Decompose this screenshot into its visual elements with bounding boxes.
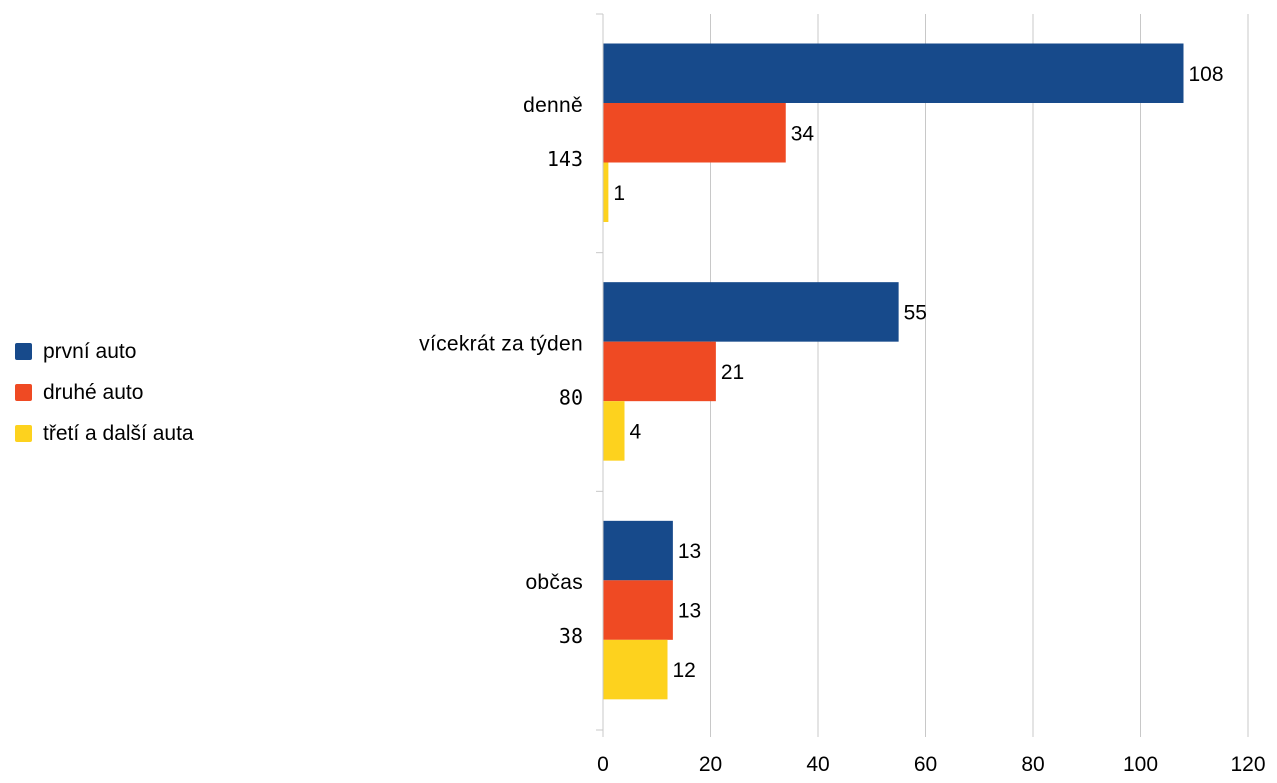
data-label: 34 <box>791 122 815 145</box>
bar <box>603 103 786 163</box>
category-total: 80 <box>559 385 583 409</box>
legend-label: druhé auto <box>43 381 143 404</box>
bar <box>603 43 1184 103</box>
legend-label: třetí a další auta <box>43 422 194 445</box>
legend-swatch <box>15 425 32 442</box>
bar <box>603 282 899 342</box>
category-total: 38 <box>559 624 583 648</box>
data-label: 108 <box>1189 63 1224 86</box>
grid-layer <box>710 14 1249 737</box>
x-tick-label: 100 <box>1123 753 1158 776</box>
data-label: 13 <box>678 540 701 563</box>
legend-swatch <box>15 384 32 401</box>
bar <box>603 341 716 402</box>
bar <box>603 401 625 461</box>
bar <box>603 520 673 581</box>
data-label: 1 <box>613 182 625 205</box>
category-label: občas <box>525 571 583 594</box>
bar <box>603 580 673 640</box>
category-label: denně <box>523 94 583 117</box>
labels: 0 20 40 60 80 100 120 108 34 1 denně 143 55 21 4 vícekr… <box>419 63 1265 776</box>
x-tick-label: 60 <box>914 753 937 776</box>
legend-label: první auto <box>43 340 136 363</box>
legend-swatch <box>15 343 32 360</box>
x-tick-label: 40 <box>806 753 829 776</box>
x-tick-label: 0 <box>597 753 609 776</box>
data-label: 55 <box>904 301 927 324</box>
x-tick-label: 20 <box>699 753 722 776</box>
x-tick-label: 80 <box>1021 753 1044 776</box>
data-label: 12 <box>673 659 696 682</box>
category-total: 143 <box>547 147 583 171</box>
data-label: 4 <box>630 420 642 443</box>
bars <box>603 43 1184 700</box>
legend: první auto druhé auto třetí a další auta <box>15 340 194 445</box>
x-tick-label: 120 <box>1230 753 1265 776</box>
bar <box>603 162 609 222</box>
bar <box>603 639 668 700</box>
category-label: vícekrát za týden <box>419 332 583 355</box>
data-label: 13 <box>678 600 701 623</box>
axes <box>596 13 604 737</box>
data-label: 21 <box>721 361 744 384</box>
